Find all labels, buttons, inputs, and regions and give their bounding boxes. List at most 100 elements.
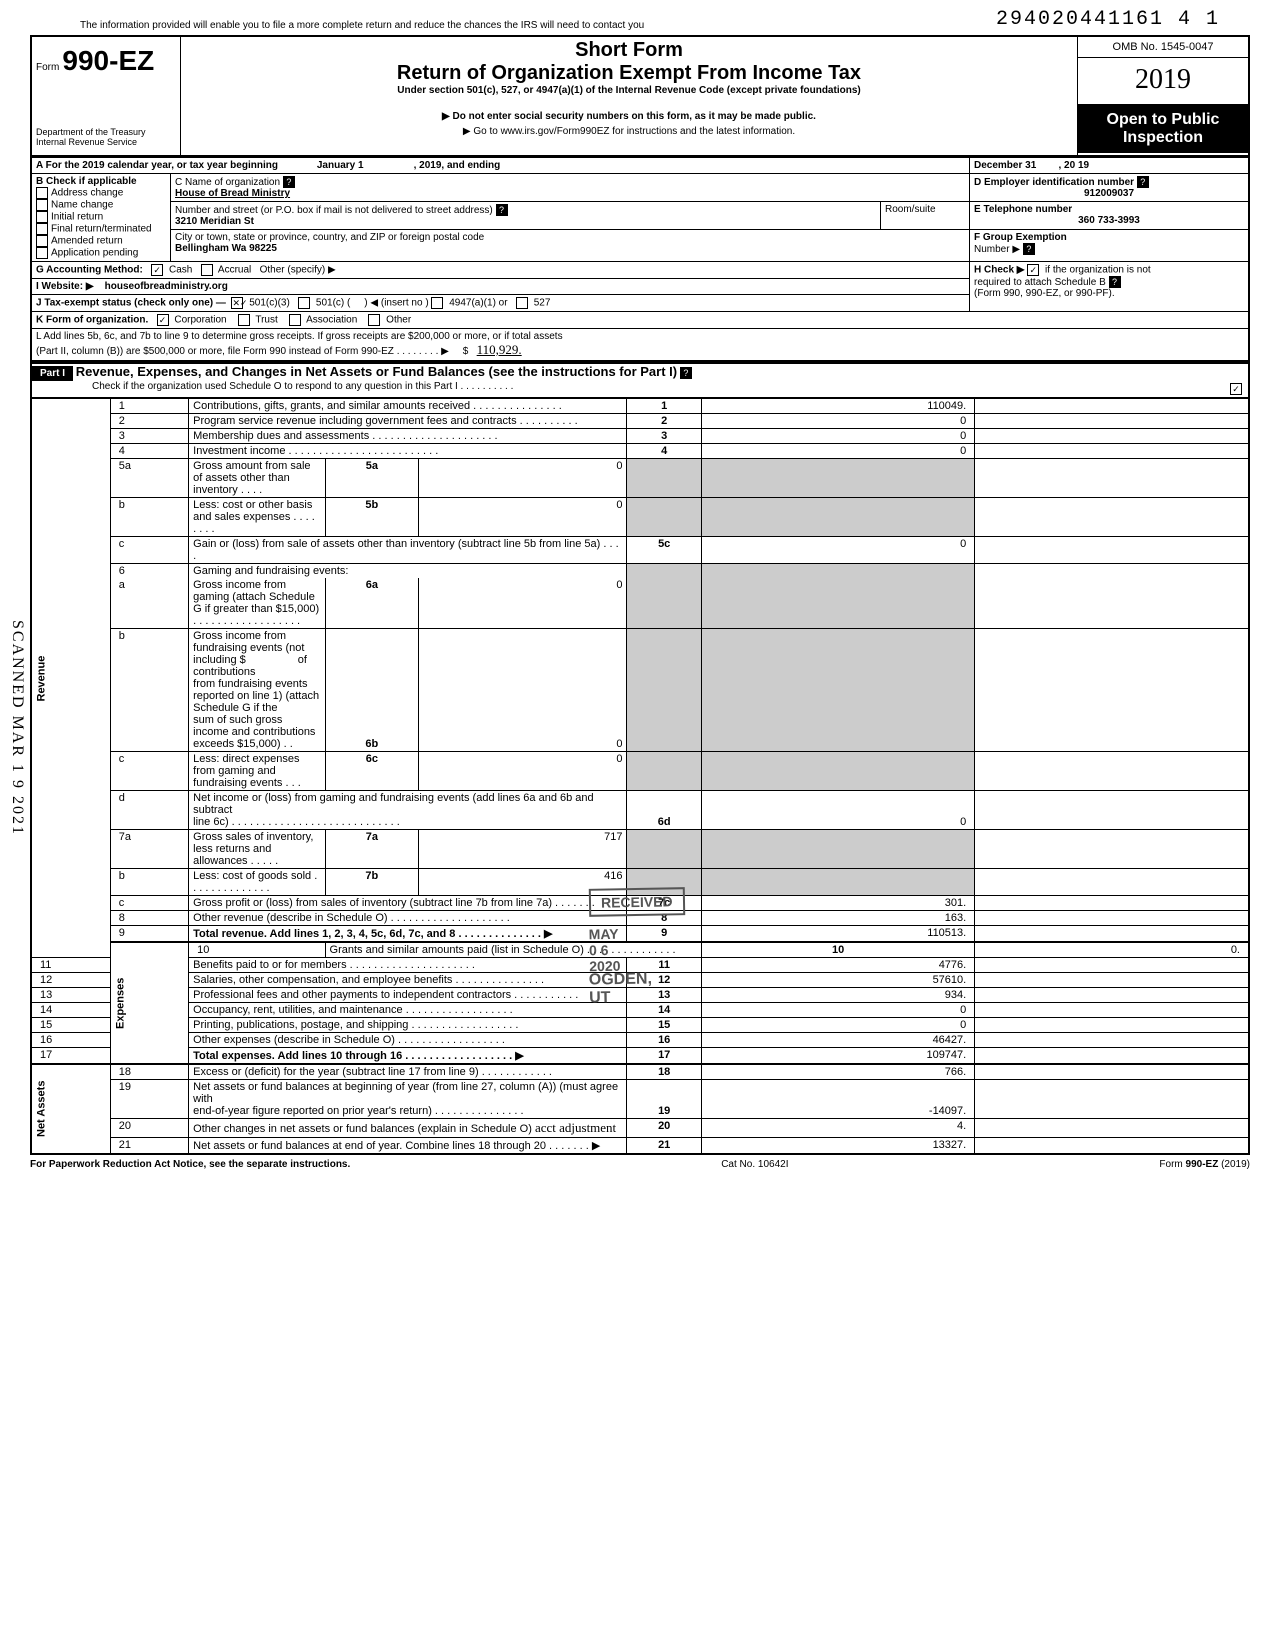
- ln: 7a: [110, 830, 188, 869]
- check-accrual[interactable]: [201, 264, 213, 276]
- ld: Gross sales of inventory, less returns a…: [189, 830, 325, 869]
- form-number: 990-EZ: [62, 45, 154, 76]
- gray-cell: [701, 830, 974, 869]
- ln: 20: [110, 1119, 188, 1138]
- ld: Net assets or fund balances at end of ye…: [189, 1138, 627, 1155]
- footer-left: For Paperwork Reduction Act Notice, see …: [30, 1159, 350, 1170]
- gray-cell: [627, 578, 702, 629]
- check-h[interactable]: [1027, 264, 1039, 276]
- check-amended[interactable]: [36, 235, 48, 247]
- check-501c[interactable]: [298, 297, 310, 309]
- lamt: 766.: [701, 1064, 974, 1080]
- footer-right: Form 990-EZ (2019): [1159, 1159, 1250, 1170]
- phone: 360 733-3993: [974, 215, 1244, 226]
- received-stamp: RECEIVED: [589, 887, 685, 917]
- help-icon[interactable]: ?: [1109, 276, 1121, 288]
- lamt: 0: [701, 537, 974, 564]
- j-label: J Tax-exempt status (check only one) —: [36, 298, 226, 309]
- sub: 5a: [325, 459, 419, 498]
- h-line2: required to attach Schedule B: [974, 277, 1106, 288]
- ln: 19: [110, 1080, 188, 1119]
- lnum: 15: [627, 1018, 702, 1033]
- line-a-mid: , 2019, and ending: [414, 160, 501, 171]
- form-label: Form: [36, 62, 59, 73]
- sub: 5b: [325, 498, 419, 537]
- ld: Less: cost or other basis and sales expe…: [189, 498, 325, 537]
- check-501c3[interactable]: ✕: [231, 297, 243, 309]
- ln: 4: [110, 444, 188, 459]
- check-assoc[interactable]: [289, 314, 301, 326]
- ld: Contributions, gifts, grants, and simila…: [189, 399, 627, 414]
- check-527[interactable]: [516, 297, 528, 309]
- ld: Salaries, other compensation, and employ…: [193, 974, 544, 986]
- line-a-endmonth: December 31: [974, 160, 1036, 171]
- gray-cell: [701, 578, 974, 629]
- sub: 6b: [325, 629, 419, 752]
- short-form-title: Short Form: [185, 39, 1073, 62]
- ld: Net assets or fund balances at beginning…: [193, 1081, 618, 1105]
- help-icon[interactable]: ?: [680, 367, 692, 379]
- ld: Net income or (loss) from gaming and fun…: [193, 792, 594, 816]
- j-4947: 4947(a)(1) or: [449, 298, 507, 309]
- line-a-endyear: , 20 19: [1059, 160, 1090, 171]
- lnum: 20: [627, 1119, 702, 1138]
- check-address[interactable]: [36, 187, 48, 199]
- help-icon[interactable]: ?: [496, 204, 508, 216]
- opt-pending: Application pending: [51, 248, 138, 259]
- city: Bellingham Wa 98225: [175, 243, 277, 254]
- ln: 17: [31, 1048, 110, 1065]
- opt-final: Final return/terminated: [51, 224, 152, 235]
- check-scho[interactable]: [1230, 383, 1242, 395]
- check-name[interactable]: [36, 199, 48, 211]
- ld: Grants and similar amounts paid (list in…: [325, 942, 701, 958]
- ssn-warning: ▶ Do not enter social security numbers o…: [185, 111, 1073, 122]
- lnum: 17: [627, 1048, 702, 1065]
- footer: For Paperwork Reduction Act Notice, see …: [30, 1155, 1250, 1170]
- check-cash[interactable]: [151, 264, 163, 276]
- lnum: 9: [627, 926, 702, 943]
- lamt: 0: [701, 1018, 974, 1033]
- under-section: Under section 501(c), 527, or 4947(a)(1)…: [185, 85, 1073, 96]
- ln: 1: [110, 399, 188, 414]
- help-icon[interactable]: ?: [1137, 176, 1149, 188]
- g-label: G Accounting Method:: [36, 265, 143, 276]
- check-initial[interactable]: [36, 211, 48, 223]
- ld: Gross profit or (loss) from sales of inv…: [193, 897, 595, 909]
- ld: Printing, publications, postage, and shi…: [189, 1018, 627, 1033]
- check-kother[interactable]: [368, 314, 380, 326]
- line-a-begin: January 1: [317, 160, 364, 171]
- expenses-side: Expenses: [110, 942, 188, 1064]
- check-4947[interactable]: [431, 297, 443, 309]
- ld: Investment income . . . . . . . . . . . …: [189, 444, 627, 459]
- dept-treasury: Department of the Treasury: [36, 127, 176, 137]
- website: houseofbreadministry.org: [105, 281, 228, 292]
- ln: 5a: [110, 459, 188, 498]
- check-final[interactable]: [36, 223, 48, 235]
- ln: 2: [110, 414, 188, 429]
- ld: Other changes in net assets or fund bala…: [193, 1123, 616, 1135]
- main-lines-table: Revenue 1 Contributions, gifts, grants, …: [30, 399, 1250, 1155]
- lnum: 6d: [627, 791, 702, 830]
- sub: 7b: [325, 869, 419, 896]
- return-title: Return of Organization Exempt From Incom…: [185, 62, 1073, 85]
- check-trust[interactable]: [238, 314, 250, 326]
- opt-amended: Amended return: [51, 236, 123, 247]
- lamt: 13327.: [701, 1138, 974, 1155]
- help-icon[interactable]: ?: [1023, 243, 1035, 255]
- lnum: 16: [627, 1033, 702, 1048]
- gray-cell: [627, 830, 702, 869]
- ln: 18: [110, 1064, 188, 1080]
- check-corp[interactable]: [157, 314, 169, 326]
- check-pending[interactable]: [36, 247, 48, 259]
- tax-year: 2019: [1078, 58, 1248, 102]
- gray-cell: [627, 629, 702, 752]
- lamt: 0.: [975, 942, 1249, 958]
- lamt: 0: [701, 791, 974, 830]
- ln: 15: [31, 1018, 110, 1033]
- sub: 6a: [325, 578, 419, 629]
- lnum: 5c: [627, 537, 702, 564]
- info-block: A For the 2019 calendar year, or tax yea…: [30, 157, 1250, 362]
- h-line3: (Form 990, 990-EZ, or 990-PF).: [974, 288, 1115, 299]
- help-icon[interactable]: ?: [283, 176, 295, 188]
- sval: 0: [419, 498, 627, 537]
